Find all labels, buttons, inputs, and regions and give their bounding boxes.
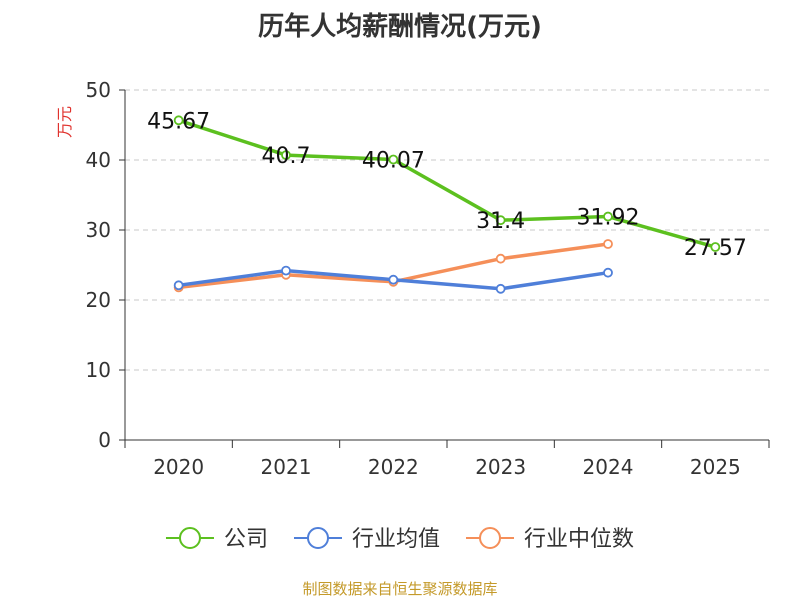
chart-title: 历年人均薪酬情况(万元) <box>258 12 542 42</box>
x-tick-label: 2023 <box>475 455 526 479</box>
legend-marker <box>178 527 201 549</box>
data-label: 27.57 <box>684 236 747 261</box>
label-layer: 45.67 40.7 40.07 31.4 31.92 27.57 <box>147 109 747 261</box>
data-point <box>603 267 613 278</box>
y-axis-title: 万元 <box>55 106 74 138</box>
grid-layer <box>125 89 769 371</box>
x-tick-label: 2022 <box>368 455 419 479</box>
y-tick-label: 10 <box>86 358 111 382</box>
legend-marker <box>479 527 502 549</box>
data-point <box>173 115 184 126</box>
data-point <box>388 154 399 165</box>
axis-layer: 0 10 20 30 40 50 2020 2021 2022 2023 2024 2025 万元 <box>55 78 770 479</box>
data-point <box>603 239 613 249</box>
legend-label: 行业均值 <box>352 527 440 552</box>
data-point <box>603 211 613 222</box>
data-point <box>388 274 399 285</box>
data-label: 40.7 <box>262 144 311 169</box>
legend-label: 公司 <box>224 527 268 552</box>
legend-item: 行业均值 <box>293 527 440 552</box>
data-point <box>495 283 506 294</box>
x-tick-label: 2024 <box>583 455 634 479</box>
x-tick-label: 2020 <box>153 455 204 479</box>
x-tick-label: 2021 <box>261 455 312 479</box>
data-label: 40.07 <box>362 149 425 174</box>
source-note: 制图数据来自恒生聚源数据库 <box>302 580 498 598</box>
legend-item: 公司 <box>165 527 268 552</box>
data-label: 31.92 <box>577 206 640 231</box>
data-point <box>281 150 291 161</box>
series-layer <box>173 115 721 294</box>
y-tick-label: 50 <box>86 78 111 102</box>
data-point <box>495 253 506 264</box>
legend-item: 行业中位数 <box>466 527 634 552</box>
x-tick-label: 2025 <box>690 455 741 479</box>
data-point <box>173 280 184 291</box>
data-label: 45.67 <box>147 109 210 134</box>
legend-marker <box>306 527 329 549</box>
legend-label: 行业中位数 <box>524 527 634 552</box>
data-label: 31.4 <box>476 209 525 234</box>
y-tick-label: 40 <box>86 148 111 172</box>
y-tick-label: 30 <box>86 218 111 242</box>
legend-layer: 公司 行业均值 行业中位数 <box>165 527 634 552</box>
y-tick-label: 20 <box>86 288 111 312</box>
data-point <box>495 215 506 226</box>
data-point <box>710 242 721 252</box>
data-point <box>281 265 291 276</box>
series-line-0 <box>176 118 718 249</box>
y-tick-label: 0 <box>98 428 111 452</box>
